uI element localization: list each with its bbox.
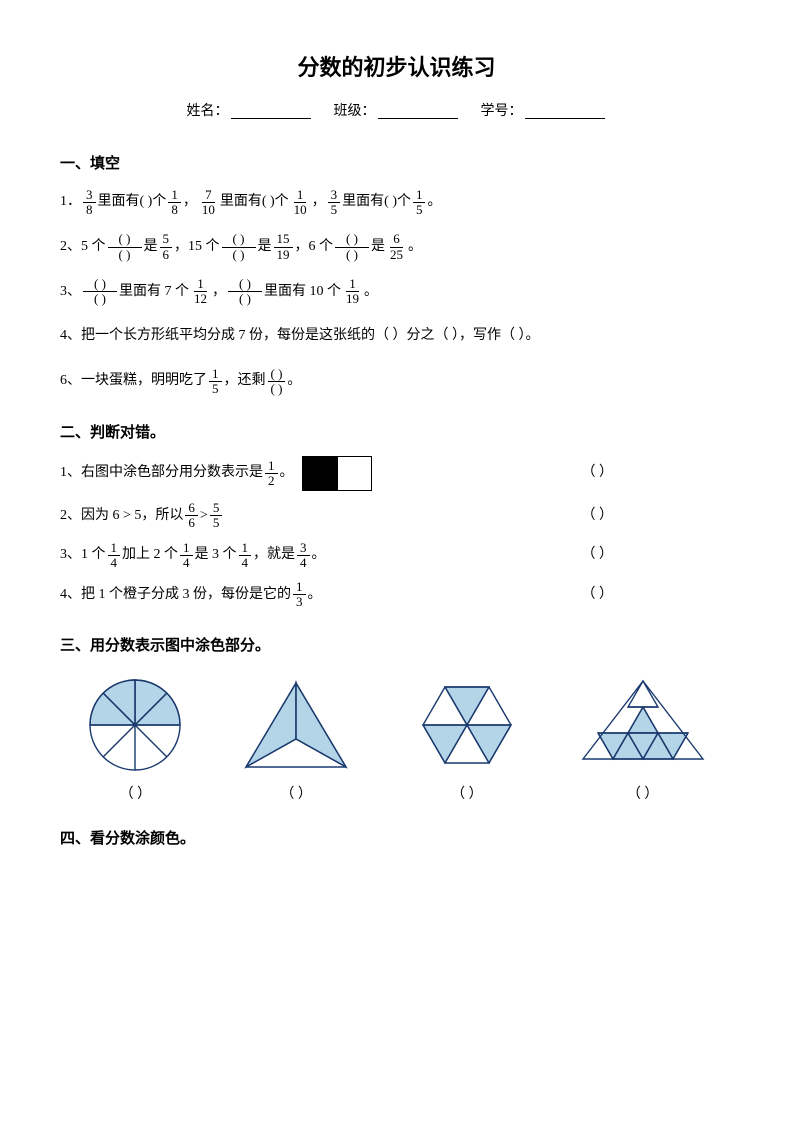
q6-t2: 。 xyxy=(287,366,301,397)
fraction: 14 xyxy=(108,541,121,571)
shape-label: （ ） xyxy=(578,783,708,803)
header-fields: 姓名： 班级： 学号： xyxy=(60,100,733,120)
id-field-line xyxy=(525,105,605,119)
judge-4: 4、把 1 个橙子分成 3 份，每份是它的 13 。 （ ） xyxy=(60,580,733,610)
j4-suffix: 。 xyxy=(308,581,322,609)
fraction: 15 xyxy=(209,367,222,397)
fraction: 14 xyxy=(239,541,252,571)
fraction: 34 xyxy=(297,541,310,571)
name-label: 姓名： xyxy=(187,104,229,119)
q2-t4: ，6 个 xyxy=(295,232,334,263)
fraction-blank: ( )( ) xyxy=(228,277,262,307)
shape-label: （ ） xyxy=(236,783,356,803)
q2-t6: 。 xyxy=(408,232,422,263)
fraction: 38 xyxy=(83,188,96,218)
fraction: 66 xyxy=(185,501,198,531)
question-1: 1． 38 里面有( )个 18 ， 710 里面有( )个 110 ， 35 … xyxy=(60,187,733,218)
shape-triangle-grid: （ ） xyxy=(578,675,708,803)
fraction: 110 xyxy=(291,188,310,218)
q6-prefix: 6、一块蛋糕，明明吃了 xyxy=(60,366,207,397)
question-2: 2、5 个 ( )( ) 是 56 ，15 个 ( )( ) 是 1519 ，6… xyxy=(60,232,733,263)
judge-3: 3、1 个 14 加上 2 个 14 是 3 个 14 ，就是 34 。 （ ） xyxy=(60,541,733,571)
judge-1: 1、右图中涂色部分用分数表示是 12 。 （ ） xyxy=(60,456,733,491)
id-label: 学号： xyxy=(481,104,523,119)
section-3-title: 三、用分数表示图中涂色部分。 xyxy=(60,634,733,655)
j3-t2: 是 3 个 xyxy=(195,541,237,569)
q1-t6: 。 xyxy=(427,187,441,218)
fraction: 112 xyxy=(191,277,210,307)
section-4-title: 四、看分数涂颜色。 xyxy=(60,827,733,848)
j4-paren: （ ） xyxy=(582,581,734,609)
fraction: 13 xyxy=(293,580,306,610)
fraction: 55 xyxy=(210,501,223,531)
j3-t3: ，就是 xyxy=(253,541,295,569)
j3-t1: 加上 2 个 xyxy=(122,541,178,569)
q4-text: 4、把一个长方形纸平均分成 7 份，每份是这张纸的（ ）分之（ ），写作（ ）。 xyxy=(60,321,540,352)
fraction-blank: ( )( ) xyxy=(222,232,256,262)
section-1-title: 一、填空 xyxy=(60,152,733,173)
q3-t2: ， xyxy=(212,277,226,308)
half-shaded-rectangle xyxy=(302,456,372,491)
judge-2: 2、因为 6 > 5，所以 66 > 55 （ ） xyxy=(60,501,733,531)
shape-circle: （ ） xyxy=(85,675,185,803)
q1-t1: 里面有( )个 xyxy=(98,187,167,218)
q2-t2: ，15 个 xyxy=(174,232,220,263)
fraction-blank: ( )( ) xyxy=(108,232,142,262)
q2-prefix: 2、5 个 xyxy=(60,232,106,263)
hexagon-sixths-icon xyxy=(407,675,527,775)
q1-prefix: 1． xyxy=(60,187,81,218)
j3-prefix: 3、1 个 xyxy=(60,541,106,569)
shape-label: （ ） xyxy=(85,783,185,803)
section-2-title: 二、判断对错。 xyxy=(60,421,733,442)
j1-suffix: 。 xyxy=(280,459,294,487)
j2-prefix: 2、因为 6 > 5，所以 xyxy=(60,502,183,530)
class-field-line xyxy=(378,105,458,119)
q1-t2: ， xyxy=(183,187,197,218)
fraction-blank: ( )( ) xyxy=(335,232,369,262)
fraction: 14 xyxy=(180,541,193,571)
j2-paren: （ ） xyxy=(582,502,734,530)
j3-paren: （ ） xyxy=(582,541,734,569)
shape-hexagon: （ ） xyxy=(407,675,527,803)
q1-t4: ， xyxy=(312,187,326,218)
name-field-line xyxy=(231,105,311,119)
fraction: 1519 xyxy=(274,232,293,262)
j4-prefix: 4、把 1 个橙子分成 3 份，每份是它的 xyxy=(60,581,291,609)
q2-t5: 是 xyxy=(371,232,385,263)
fraction: 18 xyxy=(168,188,181,218)
q6-t1: ，还剩 xyxy=(224,366,266,397)
q1-t3: 里面有( )个 xyxy=(220,187,289,218)
fraction: 119 xyxy=(343,277,362,307)
fraction: 625 xyxy=(387,232,406,262)
fraction: 12 xyxy=(265,459,278,489)
triangle-thirds-icon xyxy=(236,675,356,775)
fraction: 35 xyxy=(328,188,341,218)
j2-gt: > xyxy=(200,502,208,530)
q3-t4: 。 xyxy=(364,277,378,308)
question-3: 3、 ( )( ) 里面有 7 个 112 ， ( )( ) 里面有 10 个 … xyxy=(60,277,733,308)
fraction: 710 xyxy=(199,188,218,218)
worksheet-title: 分数的初步认识练习 xyxy=(60,50,733,82)
circle-eighths-icon xyxy=(85,675,185,775)
class-label: 班级： xyxy=(334,104,376,119)
triangle-ninths-icon xyxy=(578,675,708,775)
q3-t1: 里面有 7 个 xyxy=(119,277,189,308)
j1-paren: （ ） xyxy=(582,459,734,487)
fraction: 15 xyxy=(413,188,426,218)
fraction-blank: ( )( ) xyxy=(83,277,117,307)
question-6: 6、一块蛋糕，明明吃了 15 ，还剩 ( )( ) 。 xyxy=(60,366,733,397)
j3-t4: 。 xyxy=(312,541,326,569)
question-4: 4、把一个长方形纸平均分成 7 份，每份是这张纸的（ ）分之（ ），写作（ ）。 xyxy=(60,321,733,352)
j1-prefix: 1、右图中涂色部分用分数表示是 xyxy=(60,459,263,487)
q1-t5: 里面有( )个 xyxy=(342,187,411,218)
shapes-row: （ ） （ ） （ ） xyxy=(60,675,733,803)
fraction: 56 xyxy=(160,232,173,262)
q2-t1: 是 xyxy=(144,232,158,263)
shape-triangle: （ ） xyxy=(236,675,356,803)
q3-prefix: 3、 xyxy=(60,277,81,308)
q2-t3: 是 xyxy=(258,232,272,263)
q3-t3: 里面有 10 个 xyxy=(264,277,341,308)
fraction-blank: ( )( ) xyxy=(268,367,286,397)
shape-label: （ ） xyxy=(407,783,527,803)
